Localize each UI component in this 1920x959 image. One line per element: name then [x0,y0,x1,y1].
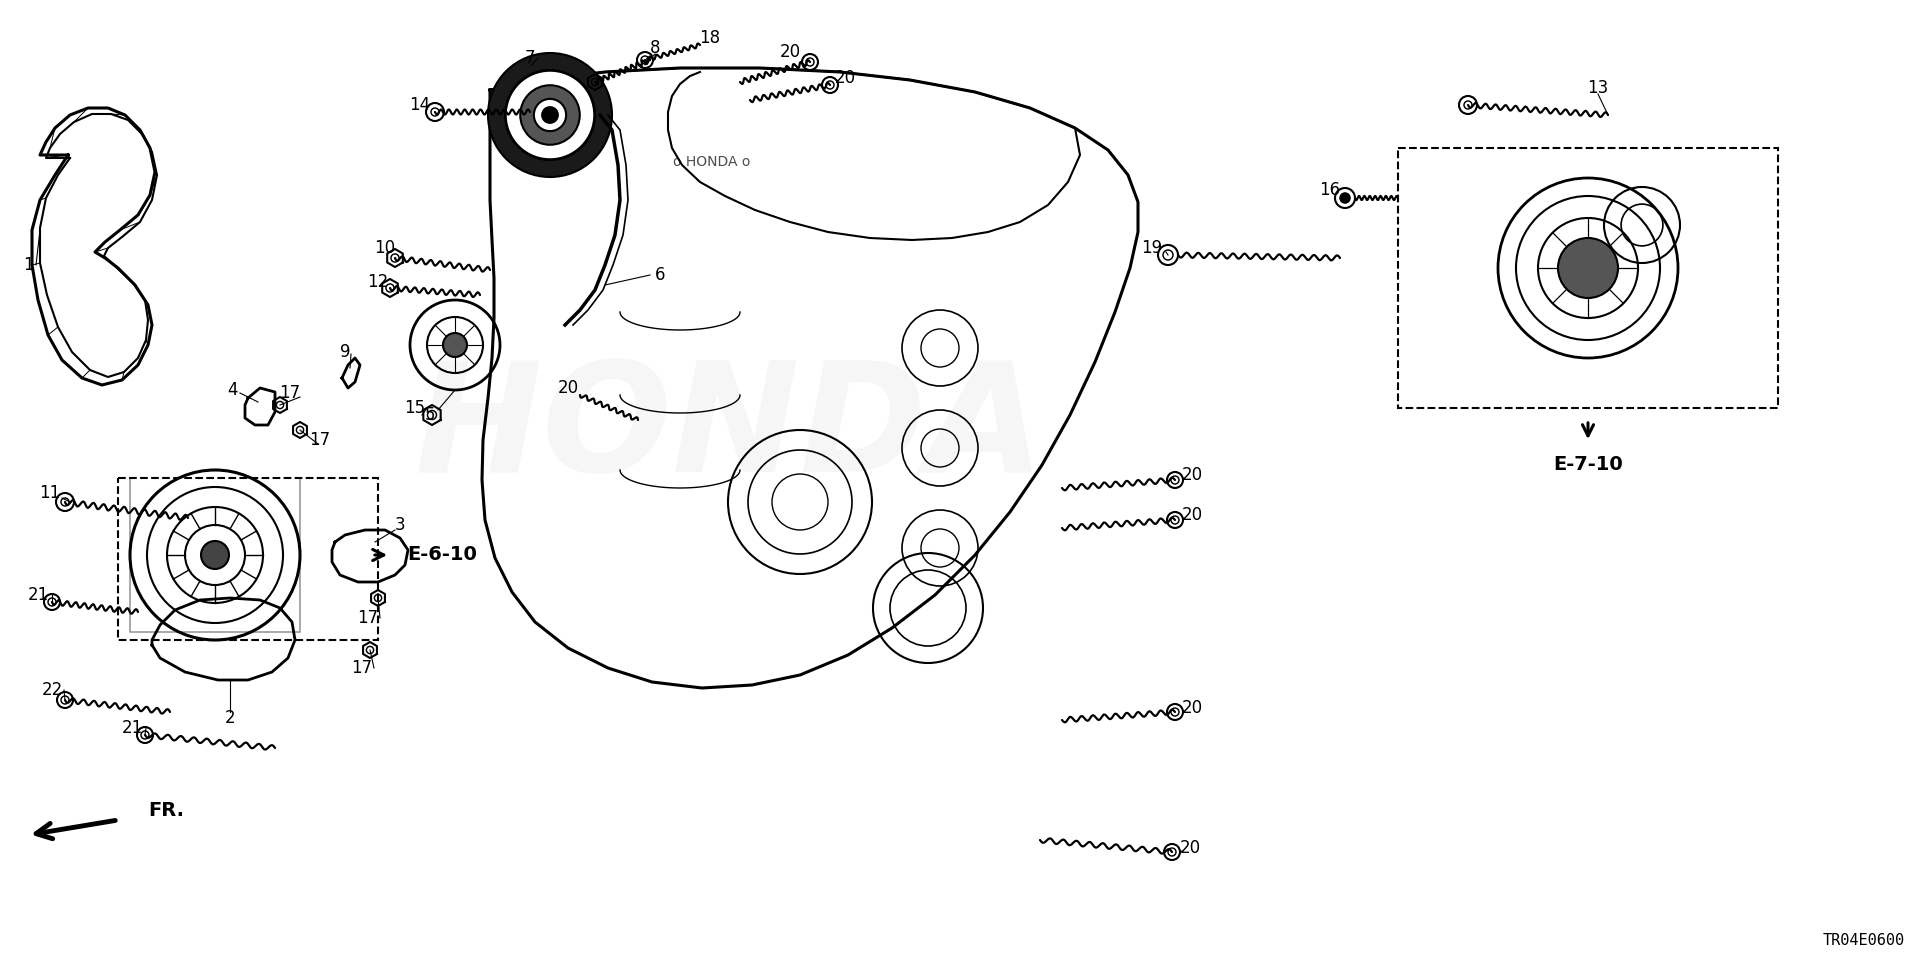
Text: 11: 11 [40,484,61,502]
Text: E-6-10: E-6-10 [407,546,476,565]
Text: 20: 20 [835,69,856,87]
Text: o HONDA o: o HONDA o [674,155,751,169]
Circle shape [488,53,612,177]
Text: 19: 19 [1140,239,1164,257]
Text: 3: 3 [396,516,405,534]
Text: 5: 5 [424,406,436,424]
Circle shape [444,333,467,357]
Circle shape [1557,238,1619,298]
Text: 12: 12 [367,273,388,291]
Text: 17: 17 [309,431,330,449]
Bar [117,478,378,640]
Text: 2: 2 [225,709,236,727]
Text: 17: 17 [280,384,301,402]
Text: 4: 4 [227,381,238,399]
Text: 10: 10 [374,239,396,257]
Text: 13: 13 [1588,79,1609,97]
Text: 9: 9 [340,343,349,361]
Circle shape [520,85,580,145]
Text: 20: 20 [557,379,578,397]
Text: 20: 20 [1179,839,1200,857]
Text: 21: 21 [27,586,48,604]
Text: TR04E0600: TR04E0600 [1822,933,1905,948]
Text: 22: 22 [42,681,63,699]
Text: 14: 14 [409,96,430,114]
Text: 21: 21 [121,719,142,737]
Text: 20: 20 [1181,699,1202,717]
Text: HONDA: HONDA [415,356,1044,504]
Text: 20: 20 [780,43,801,61]
Text: 17: 17 [351,659,372,677]
Circle shape [534,99,566,131]
Circle shape [202,541,228,569]
Text: 1: 1 [23,256,33,274]
Text: 18: 18 [699,29,720,47]
Text: FR.: FR. [148,801,184,820]
Text: 17: 17 [357,609,378,627]
Circle shape [505,70,595,159]
Circle shape [1340,194,1350,202]
Text: 8: 8 [649,39,660,57]
Text: 6: 6 [655,266,664,284]
Text: 15: 15 [405,399,426,417]
Text: 7: 7 [524,49,536,67]
Text: 16: 16 [1319,181,1340,199]
Bar [1398,148,1778,408]
Text: 20: 20 [1181,506,1202,524]
Text: 20: 20 [1181,466,1202,484]
Text: E-7-10: E-7-10 [1553,456,1622,475]
Circle shape [541,107,559,123]
